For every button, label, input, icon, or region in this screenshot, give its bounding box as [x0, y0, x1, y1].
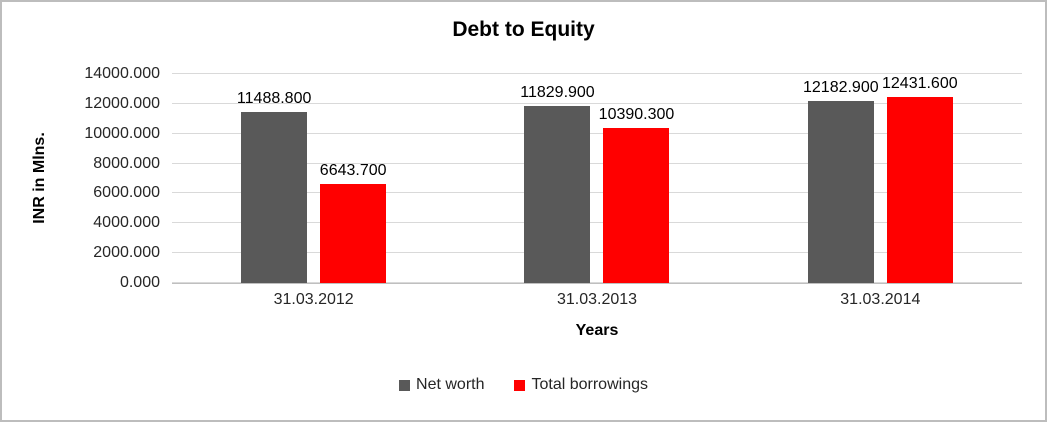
y-tick-label: 6000.000 — [93, 184, 160, 202]
bar-wrap: 11829.900 — [520, 74, 595, 283]
data-label: 11488.800 — [236, 89, 312, 107]
gridline — [172, 132, 1022, 134]
legend-marker-icon — [514, 379, 526, 391]
legend-marker-icon — [399, 379, 411, 391]
bar-group-31-03-2012: 11488.800 6643.700 — [172, 74, 455, 283]
x-axis-ticks: 31.03.2012 31.03.2013 31.03.2014 — [172, 291, 1022, 309]
bar-total-borrowings-31-03-2013: 10390.300 — [599, 106, 674, 283]
gridline — [172, 282, 1022, 283]
bar-wrap: 12182.900 — [803, 74, 879, 283]
gridline — [172, 192, 1022, 194]
x-tick-label-31-03-2013: 31.03.2013 — [556, 291, 638, 308]
bar-total-borrowings-31-03-2014: 12431.600 — [882, 75, 958, 283]
plot-area: 11488.800 6643.700 11829.900 10390.300 12182… — [172, 73, 1022, 284]
y-tick-label: 4000.000 — [93, 214, 160, 232]
bar-wrap: 6643.700 — [320, 74, 387, 283]
bar-net-worth-31-03-2012: 11488.800 — [237, 90, 311, 283]
bar-total-borrowings-31-03-2012: 6643.700 — [320, 162, 387, 283]
bar-wrap: 11488.800 — [237, 74, 311, 283]
gridline — [172, 162, 1022, 164]
gridline — [172, 222, 1022, 224]
chart-title: Debt to Equity — [452, 18, 595, 41]
gridline — [172, 73, 1022, 74]
legend-item-net-worth: Net worth — [399, 376, 484, 394]
y-tick-label: 10000.000 — [84, 124, 160, 142]
bar-wrap: 10390.300 — [599, 74, 674, 283]
x-axis-title: Years — [575, 322, 619, 339]
x-tick-label-31-03-2014: 31.03.2014 — [840, 291, 921, 308]
y-tick-label: 14000.000 — [84, 65, 160, 82]
y-tick-label: 12000.000 — [84, 94, 160, 112]
gridline — [172, 252, 1022, 254]
bar-group-31-03-2013: 11829.900 10390.300 — [455, 74, 738, 283]
bar-net-worth-31-03-2014: 12182.900 — [803, 79, 879, 283]
data-label: 6643.700 — [319, 161, 387, 179]
bar-group-31-03-2014: 12182.900 12431.600 — [739, 74, 1022, 283]
legend-label: Total borrowings — [531, 376, 648, 393]
bar-net-worth-31-03-2013: 11829.900 — [520, 84, 595, 283]
data-label: 12431.600 — [881, 75, 958, 93]
bar-groups: 11488.800 6643.700 11829.900 10390.300 12182… — [172, 74, 1022, 283]
data-label: 11829.900 — [520, 84, 595, 102]
y-tick-label: 2000.000 — [93, 244, 160, 262]
y-tick-label: 0.000 — [119, 274, 160, 291]
data-label: 10390.300 — [598, 105, 675, 123]
legend-item-total-borrowings: Total borrowings — [514, 376, 648, 394]
gridline — [172, 102, 1022, 104]
bar-wrap: 12431.600 — [882, 74, 958, 283]
legend-label: Net worth — [416, 376, 485, 393]
legend: Net worth Total borrowings — [2, 376, 1045, 394]
data-label: 12182.900 — [802, 79, 879, 97]
x-tick-label-31-03-2012: 31.03.2012 — [273, 291, 354, 308]
y-axis-ticks: 0.000 2000.000 4000.000 6000.000 8000.000 100… — [2, 65, 160, 291]
y-tick-label: 8000.000 — [93, 154, 160, 172]
